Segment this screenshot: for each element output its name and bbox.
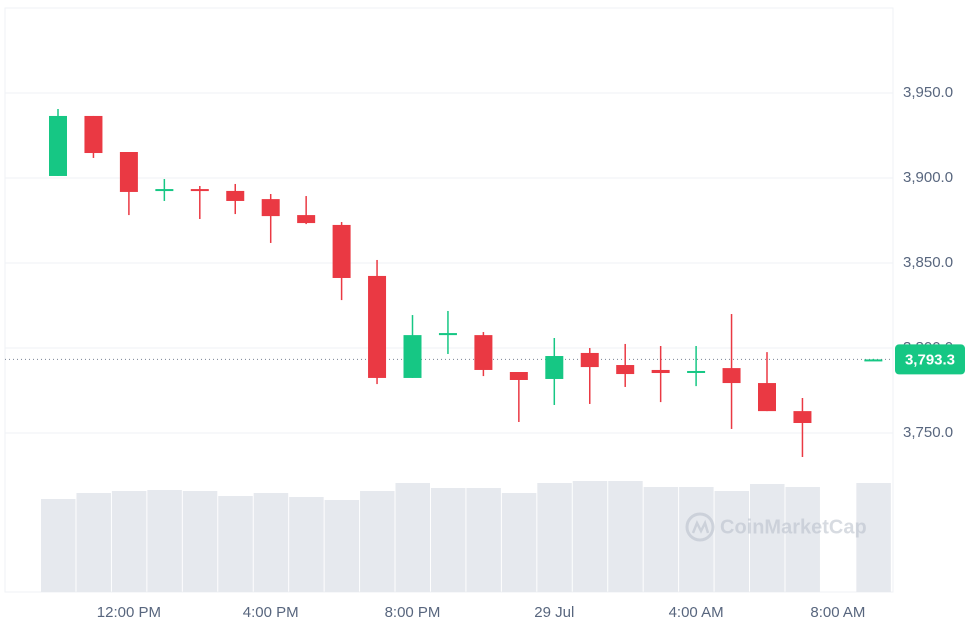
x-tick-label: 8:00 PM: [385, 604, 441, 621]
watermark-logo: [685, 512, 715, 542]
y-tick-label: 3,750.0: [903, 424, 953, 441]
volume-bar: [856, 483, 891, 592]
x-tick-label: 8:00 AM: [810, 604, 865, 621]
watermark: CoinMarketCap: [685, 512, 867, 542]
x-tick-label: 12:00 PM: [97, 604, 161, 621]
volume-bar: [785, 487, 820, 592]
volume-bar: [253, 493, 289, 592]
candle-body: [261, 199, 280, 217]
volume-bar: [289, 497, 324, 592]
candle-body: [651, 369, 670, 374]
candle-body: [616, 365, 635, 375]
volume-bar: [714, 491, 750, 592]
candle-body: [438, 333, 457, 336]
volume-bar: [360, 491, 395, 592]
volume-bar: [537, 483, 572, 592]
volume-bar: [111, 491, 147, 592]
volume-bar: [218, 496, 253, 592]
x-tick-label: 4:00 AM: [669, 604, 724, 621]
candle-body: [722, 368, 741, 384]
candle-body: [758, 383, 776, 412]
volume-bar: [608, 481, 643, 592]
candle-body: [580, 352, 599, 368]
current-price-label: 3,793.3: [905, 351, 955, 368]
candle-body: [190, 189, 209, 192]
y-tick-label: 3,900.0: [903, 169, 953, 186]
volume-bar: [182, 491, 218, 592]
watermark-text: CoinMarketCap: [720, 516, 867, 538]
candle-body: [509, 372, 528, 380]
volume-bar: [76, 493, 111, 592]
candle-body: [226, 190, 245, 201]
candle-body: [793, 411, 812, 424]
y-tick-label: 3,950.0: [903, 84, 953, 101]
volume-bar: [643, 487, 679, 592]
volume-bar: [147, 490, 182, 592]
volume-bar: [41, 499, 76, 592]
candle-body: [474, 335, 493, 370]
volume-bar: [501, 493, 537, 592]
candle-body: [403, 335, 422, 378]
volume-bar: [430, 488, 466, 592]
candle-body: [84, 115, 103, 154]
volume-bar: [466, 488, 501, 592]
candle-body: [155, 189, 174, 192]
volume-bar: [395, 483, 430, 592]
candle-body: [119, 152, 138, 192]
candle-body: [332, 224, 351, 278]
y-tick-label: 3,850.0: [903, 254, 953, 271]
current-price-badge: [895, 344, 965, 375]
volume-bar: [572, 481, 608, 592]
candle-body: [545, 356, 564, 379]
candle-body: [297, 215, 316, 224]
candle-body: [49, 115, 67, 176]
x-tick-label: 4:00 PM: [243, 604, 299, 621]
candle-body: [864, 359, 883, 362]
candle-body: [368, 275, 387, 378]
candle-body: [687, 370, 706, 373]
watermark-logo-mark: [691, 519, 710, 534]
volume-bar: [750, 484, 785, 592]
volume-bar: [324, 500, 360, 592]
x-tick-label: 29 Jul: [534, 604, 574, 621]
